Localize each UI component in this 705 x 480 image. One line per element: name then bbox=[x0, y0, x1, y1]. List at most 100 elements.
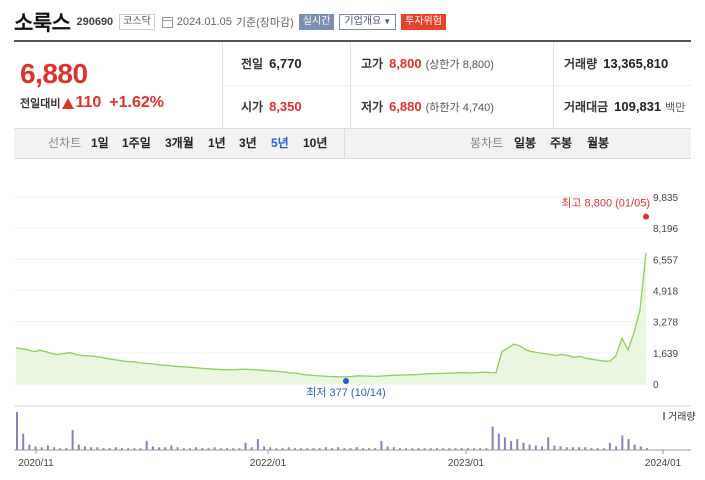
volume-bar bbox=[454, 448, 457, 450]
volume-bar bbox=[448, 448, 451, 450]
period-1d[interactable]: 1일 bbox=[91, 136, 109, 150]
price-line bbox=[15, 252, 647, 378]
volume-bar bbox=[182, 448, 185, 450]
volume-bar bbox=[497, 433, 500, 450]
volume-bar bbox=[633, 444, 636, 450]
volume-bar bbox=[238, 448, 241, 450]
volume-bar bbox=[405, 448, 408, 450]
stat-label: 전일 bbox=[241, 57, 264, 71]
volume-bar bbox=[219, 448, 222, 450]
candle-chart-label: 봉차트 bbox=[470, 136, 504, 150]
current-price: 6,880 bbox=[20, 58, 88, 89]
volume-bar bbox=[602, 448, 605, 450]
volume-bar bbox=[53, 447, 56, 450]
volume-legend: 거래량 bbox=[668, 411, 696, 423]
volume-bar bbox=[392, 447, 395, 450]
period-divider bbox=[344, 129, 345, 158]
candle-daily[interactable]: 일봉 bbox=[514, 136, 537, 150]
period-1w[interactable]: 1주일 bbox=[122, 136, 151, 150]
period-5y[interactable]: 5년 bbox=[271, 136, 289, 150]
volume-bar bbox=[528, 444, 531, 450]
stock-name: 소룩스 bbox=[14, 12, 71, 35]
period-1y[interactable]: 1년 bbox=[208, 136, 226, 150]
volume-bar bbox=[16, 412, 18, 450]
volume-bar bbox=[355, 447, 358, 450]
volume-bar bbox=[516, 439, 519, 450]
volume-bar bbox=[374, 448, 377, 450]
stat-value: 13,365,810 bbox=[603, 56, 669, 71]
volume-bar bbox=[195, 447, 198, 450]
volume-bar bbox=[287, 447, 290, 450]
stats-divider bbox=[222, 85, 691, 86]
change-amount: 110 bbox=[75, 94, 102, 111]
stat-label: 거래대금 bbox=[564, 100, 609, 114]
stat-label: 고가 bbox=[361, 57, 384, 71]
y-tick-label: 4,918 bbox=[653, 287, 678, 298]
volume-bar bbox=[133, 448, 136, 450]
stat-volume: 거래량 13,365,810 bbox=[553, 42, 692, 85]
volume-bar bbox=[553, 445, 556, 450]
candle-monthly[interactable]: 월봉 bbox=[587, 136, 610, 150]
volume-bar bbox=[547, 437, 550, 450]
stat-label: 거래량 bbox=[564, 57, 598, 71]
y-tick-label: 9,835 bbox=[653, 193, 678, 204]
volume-bar bbox=[343, 448, 346, 450]
stat-label: 저가 bbox=[361, 100, 384, 114]
volume-bar bbox=[473, 448, 476, 450]
stat-high: 고가 8,800 (상한가 8,800) bbox=[350, 42, 550, 85]
period-3m[interactable]: 3개월 bbox=[165, 136, 194, 150]
change-label: 전일대비 bbox=[20, 98, 61, 110]
volume-bar bbox=[281, 448, 284, 450]
volume-bar bbox=[300, 448, 303, 450]
volume-bar bbox=[491, 426, 494, 450]
volume-bar bbox=[596, 448, 599, 450]
volume-bar bbox=[151, 446, 154, 450]
volume-bar bbox=[510, 441, 513, 450]
volume-bar bbox=[621, 435, 624, 450]
volume-bar bbox=[170, 445, 173, 450]
volume-bar bbox=[485, 448, 488, 450]
stat-value: 6,770 bbox=[269, 56, 302, 71]
min-annotation: 최저 377 (10/14) bbox=[306, 386, 386, 399]
volume-bar bbox=[571, 447, 574, 450]
volume-bar bbox=[275, 448, 278, 450]
volume-bar bbox=[608, 442, 611, 450]
volume-bar bbox=[114, 447, 117, 450]
x-tick-label: 2024/01 bbox=[645, 458, 682, 469]
y-tick-label: 8,196 bbox=[653, 224, 678, 235]
volume-bar bbox=[77, 444, 80, 450]
stat-open: 시가 8,350 bbox=[241, 85, 336, 128]
investment-risk-badge[interactable]: 투자위험 bbox=[401, 14, 446, 30]
volume-bar bbox=[615, 446, 618, 450]
volume-bar bbox=[522, 442, 525, 450]
y-tick-label: 3,278 bbox=[653, 318, 678, 329]
x-tick-label: 2023/01 bbox=[448, 458, 485, 469]
stat-value: 109,831 bbox=[614, 99, 662, 114]
volume-bar bbox=[349, 448, 352, 450]
change-percent: +1.62% bbox=[109, 94, 165, 111]
market-badge: 코스닥 bbox=[119, 14, 155, 30]
period-10y[interactable]: 10년 bbox=[303, 136, 328, 150]
candle-weekly[interactable]: 주봉 bbox=[550, 136, 573, 150]
volume-bar bbox=[65, 448, 68, 450]
volume-bar bbox=[398, 448, 401, 450]
x-tick-label: 2020/11 bbox=[18, 458, 54, 469]
stock-code: 290690 bbox=[76, 16, 114, 28]
volume-bar bbox=[380, 441, 383, 450]
volume-bar bbox=[90, 447, 93, 450]
stat-sub: (상한가 8,800) bbox=[425, 58, 494, 71]
max-annotation: 최고 8,800 (01/05) bbox=[561, 197, 650, 210]
company-info-dropdown[interactable]: 기업개요 ▼ bbox=[339, 14, 397, 30]
volume-bar bbox=[83, 446, 86, 450]
volume-bar bbox=[442, 448, 445, 450]
volume-bar bbox=[361, 448, 364, 450]
y-tick-label: 1,639 bbox=[653, 349, 678, 360]
volume-bar bbox=[22, 433, 25, 450]
volume-bar bbox=[565, 447, 568, 450]
realtime-button[interactable]: 실시간 bbox=[298, 14, 335, 30]
volume-bar bbox=[244, 442, 247, 450]
volume-bar bbox=[590, 448, 593, 450]
stat-value: 8,350 bbox=[269, 99, 302, 114]
period-selector: 선차트 1일 1주일 3개월 1년 3년 5년 10년 봉차트 일봉 주봉 월봉 bbox=[14, 128, 691, 159]
period-3y[interactable]: 3년 bbox=[239, 136, 257, 150]
